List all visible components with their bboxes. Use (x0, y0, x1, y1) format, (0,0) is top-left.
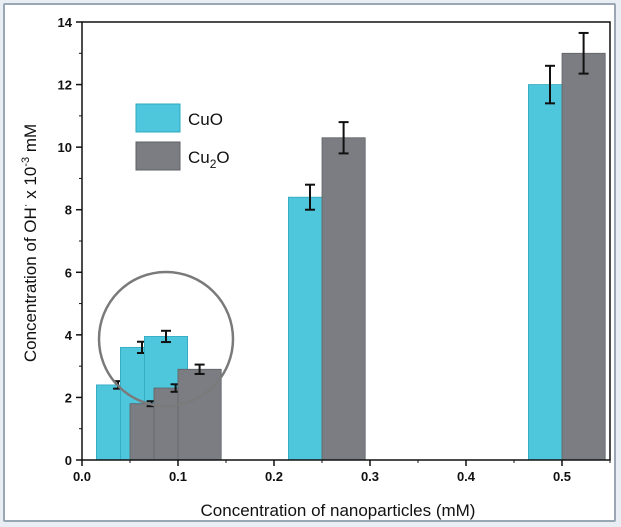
error-bar-cuo-2 (161, 329, 171, 344)
y-tick-label: 14 (58, 15, 73, 30)
legend-swatch-cu2o (135, 141, 181, 171)
error-bar-cu2o-4 (578, 31, 589, 75)
y-axis-title: Concentration of OH· x 10-3 mM (20, 124, 40, 362)
y-tick-label: 10 (58, 140, 72, 155)
x-tick-label: 0.3 (361, 469, 379, 484)
bar-cu2o-3 (321, 137, 366, 461)
legend-label-cu2o: Cu2O (188, 148, 230, 171)
error-bar-cuo-4 (545, 64, 555, 105)
x-tick-label: 0.2 (265, 469, 283, 484)
y-tick-label: 2 (65, 390, 72, 405)
error-bar-cuo-3 (305, 183, 315, 211)
error-bar-cu2o-3 (338, 121, 349, 155)
legend: CuO Cu2O (135, 103, 230, 171)
x-tick-label: 0.1 (169, 469, 187, 484)
error-bar-cu2o-2 (194, 363, 205, 375)
x-axis-title: Concentration of nanoparticles (mM) (201, 501, 476, 520)
legend-swatch-cuo (135, 103, 181, 133)
x-tick-label: 0.0 (73, 469, 91, 484)
bar-cu2o-2 (177, 368, 222, 461)
y-tick-label: 6 (65, 265, 72, 280)
y-tick-label: 4 (65, 328, 73, 343)
bar-cu2o-4 (561, 52, 606, 461)
legend-label-cuo: CuO (188, 110, 223, 129)
x-tick-label: 0.4 (457, 469, 476, 484)
annotation-circle (97, 270, 235, 408)
y-tick-label: 0 (65, 453, 72, 468)
y-tick-label: 12 (58, 78, 72, 93)
y-tick-label: 8 (65, 203, 72, 218)
x-tick-label: 0.5 (553, 469, 571, 484)
